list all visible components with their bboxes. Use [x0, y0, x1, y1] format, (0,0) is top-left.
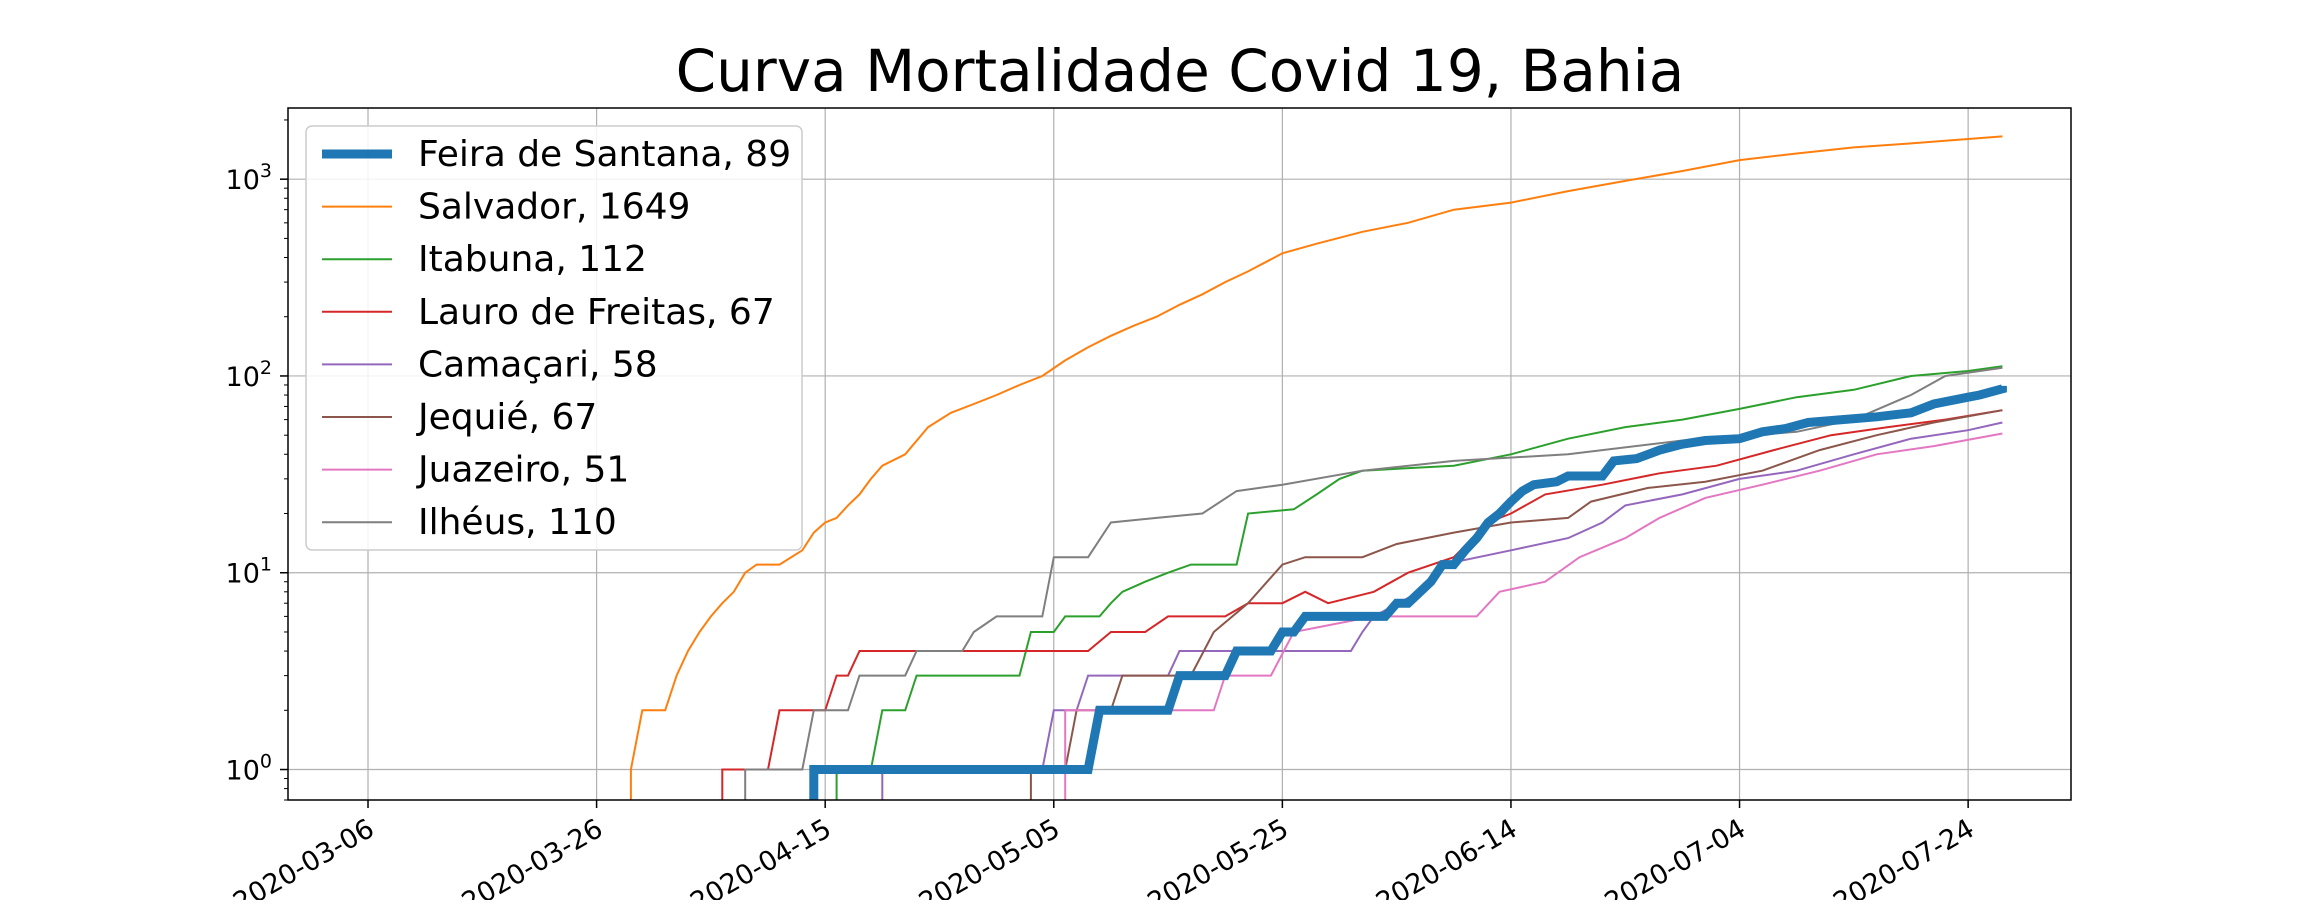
legend-box — [305, 125, 803, 551]
series-line-5 — [881, 421, 2003, 800]
series-line-1 — [809, 384, 2007, 800]
x-tick-label: 2020-05-25 — [1142, 813, 1293, 900]
y-axis: 100 101 102 103 — [226, 119, 288, 801]
x-tick-label: 2020-07-04 — [1600, 813, 1751, 900]
legend: Feira de Santana, 89 Salvador, 1649 Itabun… — [305, 125, 803, 551]
series-line-2 — [629, 135, 2003, 800]
chart-title: Curva Mortalidade Covid 19, Bahia — [676, 37, 1685, 105]
y-tick-label: 101 — [226, 554, 272, 590]
x-tick-label: 2020-03-06 — [228, 813, 379, 900]
legend-label: Itabuna, 112 — [418, 239, 647, 280]
x-tick-label: 2020-03-26 — [457, 813, 608, 900]
x-tick-label: 2020-07-24 — [1828, 813, 1979, 900]
legend-label: Salvador, 1649 — [418, 187, 690, 228]
x-tick-label: 2020-06-14 — [1371, 813, 1522, 900]
series-line-8 — [744, 366, 2003, 800]
legend-label: Juazeiro, 51 — [416, 450, 629, 491]
series-lines — [629, 135, 2007, 800]
y-tick-label: 102 — [226, 357, 272, 393]
series-line-6 — [1029, 409, 2003, 800]
series-line-7 — [1064, 432, 2003, 800]
x-axis: 2020-03-06 2020-03-26 2020-04-15 2020-05-05… — [228, 800, 1980, 904]
series-line-4 — [721, 409, 2003, 800]
y-tick-label: 100 — [226, 751, 272, 787]
x-tick-label: 2020-05-05 — [914, 813, 1065, 900]
legend-label: Jequié, 67 — [416, 397, 597, 438]
x-tick-label: 2020-04-15 — [685, 813, 836, 900]
legend-label: Camaçari, 58 — [418, 344, 658, 385]
series-line-3 — [835, 365, 2003, 800]
y-tick-label: 103 — [226, 160, 272, 196]
legend-label: Ilhéus, 110 — [418, 502, 617, 543]
legend-label: Feira de Santana, 89 — [418, 134, 791, 175]
legend-label: Lauro de Freitas, 67 — [418, 292, 775, 333]
